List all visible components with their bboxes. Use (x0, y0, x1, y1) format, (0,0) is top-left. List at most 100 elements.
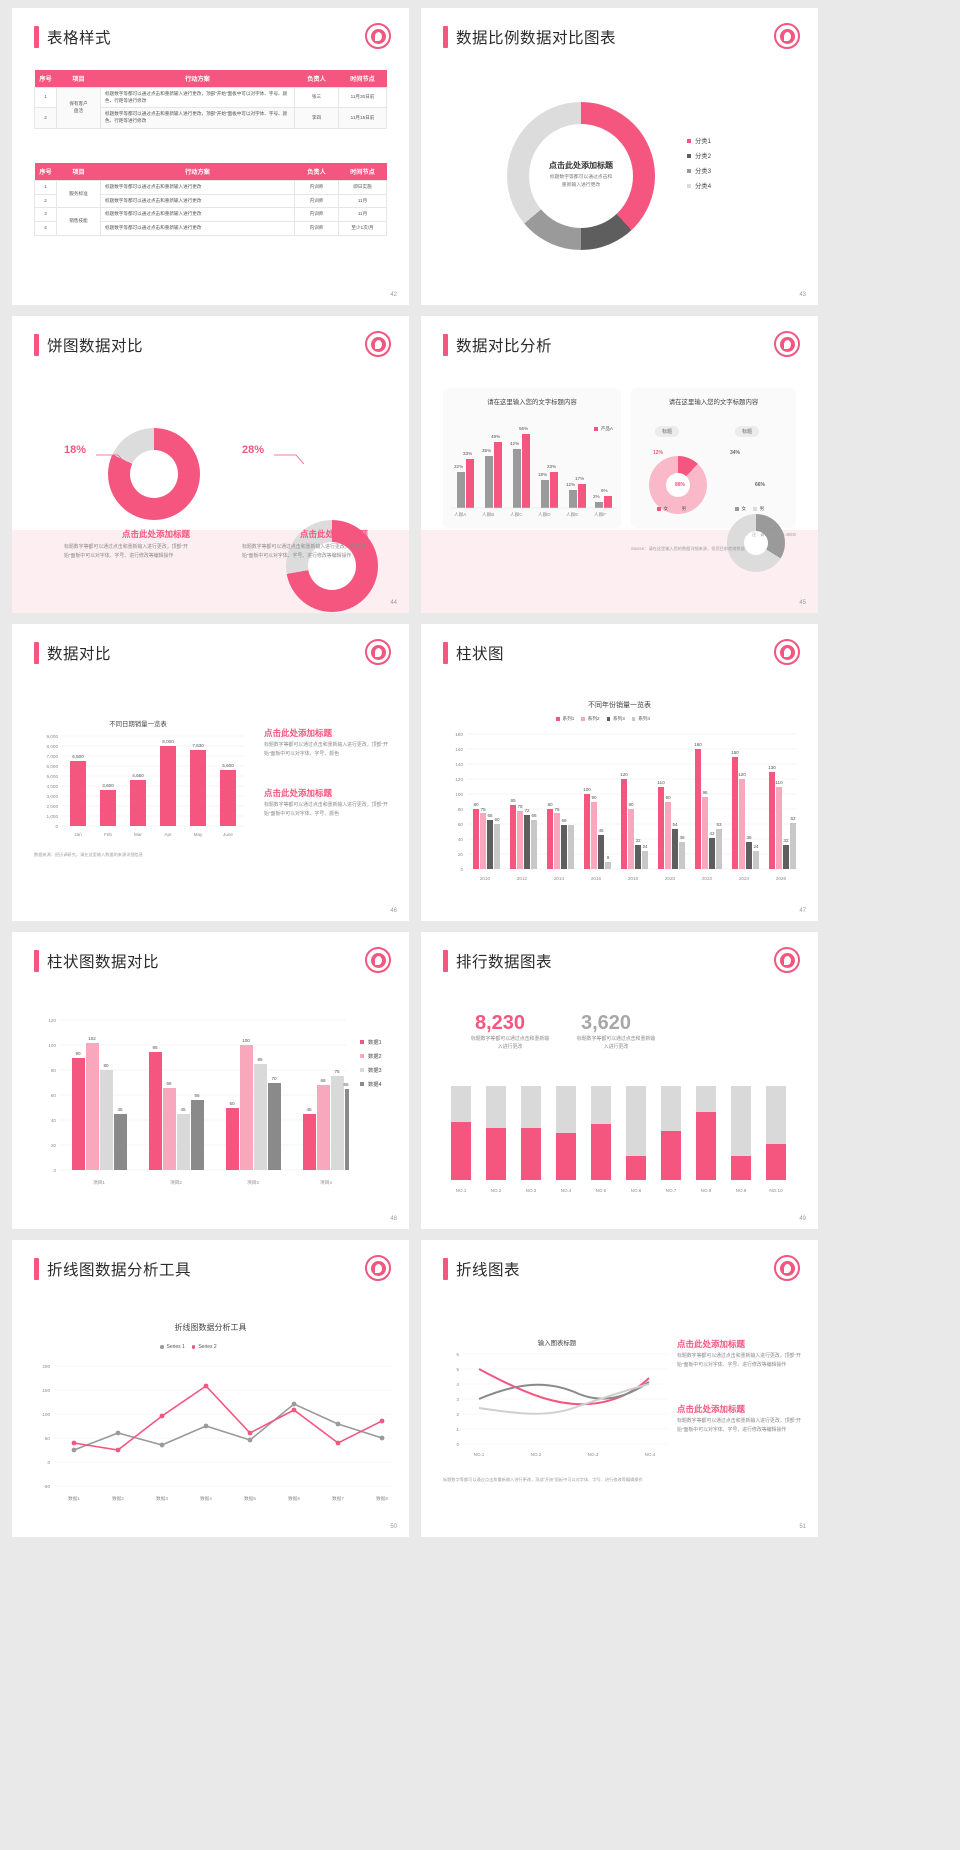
svg-text:45: 45 (117, 1107, 123, 1112)
svg-text:2018: 2018 (628, 876, 639, 881)
svg-text:36: 36 (679, 835, 685, 840)
slide-header: 排行数据图表 (443, 950, 552, 972)
svg-text:80: 80 (51, 1068, 57, 1073)
svg-text:120: 120 (48, 1018, 56, 1023)
svg-text:59: 59 (561, 818, 567, 823)
slide-header: 柱状图数据对比 (34, 950, 159, 972)
cell-owner: 内训师 (294, 207, 339, 222)
table-action-plan-1: 序号 项目 行动方案 负责人 时间节点 1 保有客户 盘活 标题数字等都可以通过点… (34, 70, 387, 129)
legend-item-0[interactable]: 分类1 (687, 136, 711, 145)
svg-text:24: 24 (642, 844, 648, 849)
brand-logo-icon (774, 331, 800, 357)
cell-owner: 内训师 (294, 180, 339, 195)
rank-col-7: NO.7 (661, 1086, 681, 1193)
rank-col-1: NO.1 (451, 1086, 471, 1193)
slide-header: 数据比例数据对比图表 (443, 26, 616, 48)
legend-data2[interactable]: 数据2 (360, 1052, 382, 1060)
cell-time: 11月15日前 (338, 107, 387, 129)
th-item: 项目 (56, 70, 101, 88)
svg-text:72: 72 (524, 808, 530, 813)
legend-series3[interactable]: 系列3 (606, 716, 625, 722)
svg-text:NO.9: NO.9 (736, 1188, 747, 1193)
svg-text:人群A: 人群A (454, 511, 467, 518)
legend-data4[interactable]: 数据4 (360, 1080, 382, 1088)
legend-series2[interactable]: 系列2 (581, 716, 600, 722)
legend-item-3[interactable]: 分类4 (687, 181, 711, 190)
title-accent-bar (34, 642, 39, 664)
svg-text:33%: 33% (463, 451, 472, 456)
svg-text:36: 36 (746, 835, 752, 840)
donut-legend: 分类1 分类2 分类3 分类4 (687, 136, 711, 196)
svg-text:80: 80 (473, 802, 479, 807)
slide-50: 折线图数据分析工具 折线图数据分析工具 Series 1 Series 2 20… (12, 1240, 409, 1537)
donut-chart-28 (286, 520, 378, 612)
donut-center-sub-line1: 标题数字等都可以通过点击和 (549, 175, 613, 180)
legend-item-1[interactable]: 分类2 (687, 151, 711, 160)
svg-text:May: May (194, 832, 203, 837)
svg-text:45: 45 (180, 1107, 186, 1112)
legend-data1[interactable]: 数据1 (360, 1038, 382, 1046)
svg-text:90: 90 (75, 1051, 81, 1056)
donut-gender-right (727, 514, 785, 572)
side-heading-2: 点击此处添加标题 (677, 1404, 746, 1414)
legend-series1[interactable]: 系列1 (556, 716, 574, 722)
side-body-1: 标题数字等都可以通过点击和重新输入进行更改，顶部“开始”面板中可以对字体、字号、… (264, 743, 388, 757)
series-2-curve (478, 1381, 650, 1400)
svg-text:40: 40 (51, 1118, 57, 1123)
slide-deck: 表格样式 序号 项目 行动方案 负责人 时间节点 1 保有客户 盘活 标题数字等都… (12, 8, 818, 1537)
svg-text:90: 90 (591, 795, 597, 800)
title-accent-bar (443, 642, 448, 664)
svg-text:65: 65 (343, 1082, 349, 1087)
svg-text:60: 60 (458, 822, 464, 827)
table-row: 1 服务标准 标题数字等都可以通过点击和重新输入进行更改 内训师 即日实施 (34, 179, 387, 209)
svg-text:0: 0 (456, 1442, 459, 1447)
side-body-1: 标题数字等都可以通过点击和重新输入进行更改，顶部“开始”面板中可以对字体、字号、… (677, 1354, 801, 1368)
side-heading-1: 点击此处添加标题 (264, 728, 333, 738)
donut-value-88: 88% (675, 482, 686, 488)
slide-header: 数据对比 (34, 642, 111, 664)
svg-text:75: 75 (554, 807, 560, 812)
svg-text:人群F: 人群F (594, 511, 606, 518)
svg-text:0: 0 (460, 867, 463, 872)
series-2-line (73, 1384, 383, 1451)
svg-text:62: 62 (790, 816, 796, 821)
svg-text:NO.3: NO.3 (526, 1188, 537, 1193)
svg-text:45: 45 (306, 1107, 312, 1112)
legend-label: 系列4 (638, 716, 650, 721)
svg-text:0: 0 (55, 824, 58, 829)
legend-series-2[interactable]: Series 2 (191, 1344, 217, 1350)
pie-heading-1: 点击此处添加标题 (121, 529, 190, 539)
legend-data3[interactable]: 数据3 (360, 1066, 382, 1074)
svg-text:数据8: 数据8 (376, 1495, 388, 1502)
svg-text:数据4: 数据4 (200, 1495, 212, 1502)
page-title: 柱状图 (456, 646, 505, 663)
svg-text:6%: 6% (601, 488, 608, 493)
legend-female[interactable]: 女 (657, 506, 668, 512)
svg-text:180: 180 (455, 732, 463, 737)
legend-item-2[interactable]: 分类3 (687, 166, 711, 175)
svg-text:Jan: Jan (74, 832, 82, 837)
th-item: 项目 (56, 163, 101, 181)
legend-male[interactable]: 男 (753, 506, 764, 512)
svg-text:NO.10: NO.10 (769, 1188, 783, 1193)
svg-text:数据5: 数据5 (244, 1495, 256, 1502)
legend-item-productA[interactable]: 产品A (594, 426, 613, 432)
th-no: 序号 (34, 70, 57, 88)
legend-female[interactable]: 女 (735, 506, 746, 512)
donut-center-sub-line2: 重新输入进行更改 (561, 183, 601, 189)
legend-series-1[interactable]: Series 1 (160, 1344, 185, 1350)
svg-text:8,000: 8,000 (162, 739, 174, 744)
svg-text:人群D: 人群D (538, 511, 551, 518)
legend-male[interactable]: 男 (675, 506, 686, 512)
svg-text:项目2: 项目2 (170, 1180, 182, 1186)
svg-text:2024: 2024 (739, 876, 750, 881)
svg-text:Apr: Apr (164, 832, 172, 837)
svg-text:200: 200 (42, 1364, 50, 1369)
svg-text:75: 75 (334, 1069, 340, 1074)
legend-label: 分类1 (695, 138, 712, 145)
side-body-2: 标题数字等都可以通过点击和重新输入进行更改，顶部“开始”面板中可以对字体、字号、… (677, 1419, 801, 1433)
legend-series4[interactable]: 系列4 (631, 716, 650, 722)
page-number: 42 (390, 292, 397, 298)
cell-time: 11月 (338, 193, 387, 209)
